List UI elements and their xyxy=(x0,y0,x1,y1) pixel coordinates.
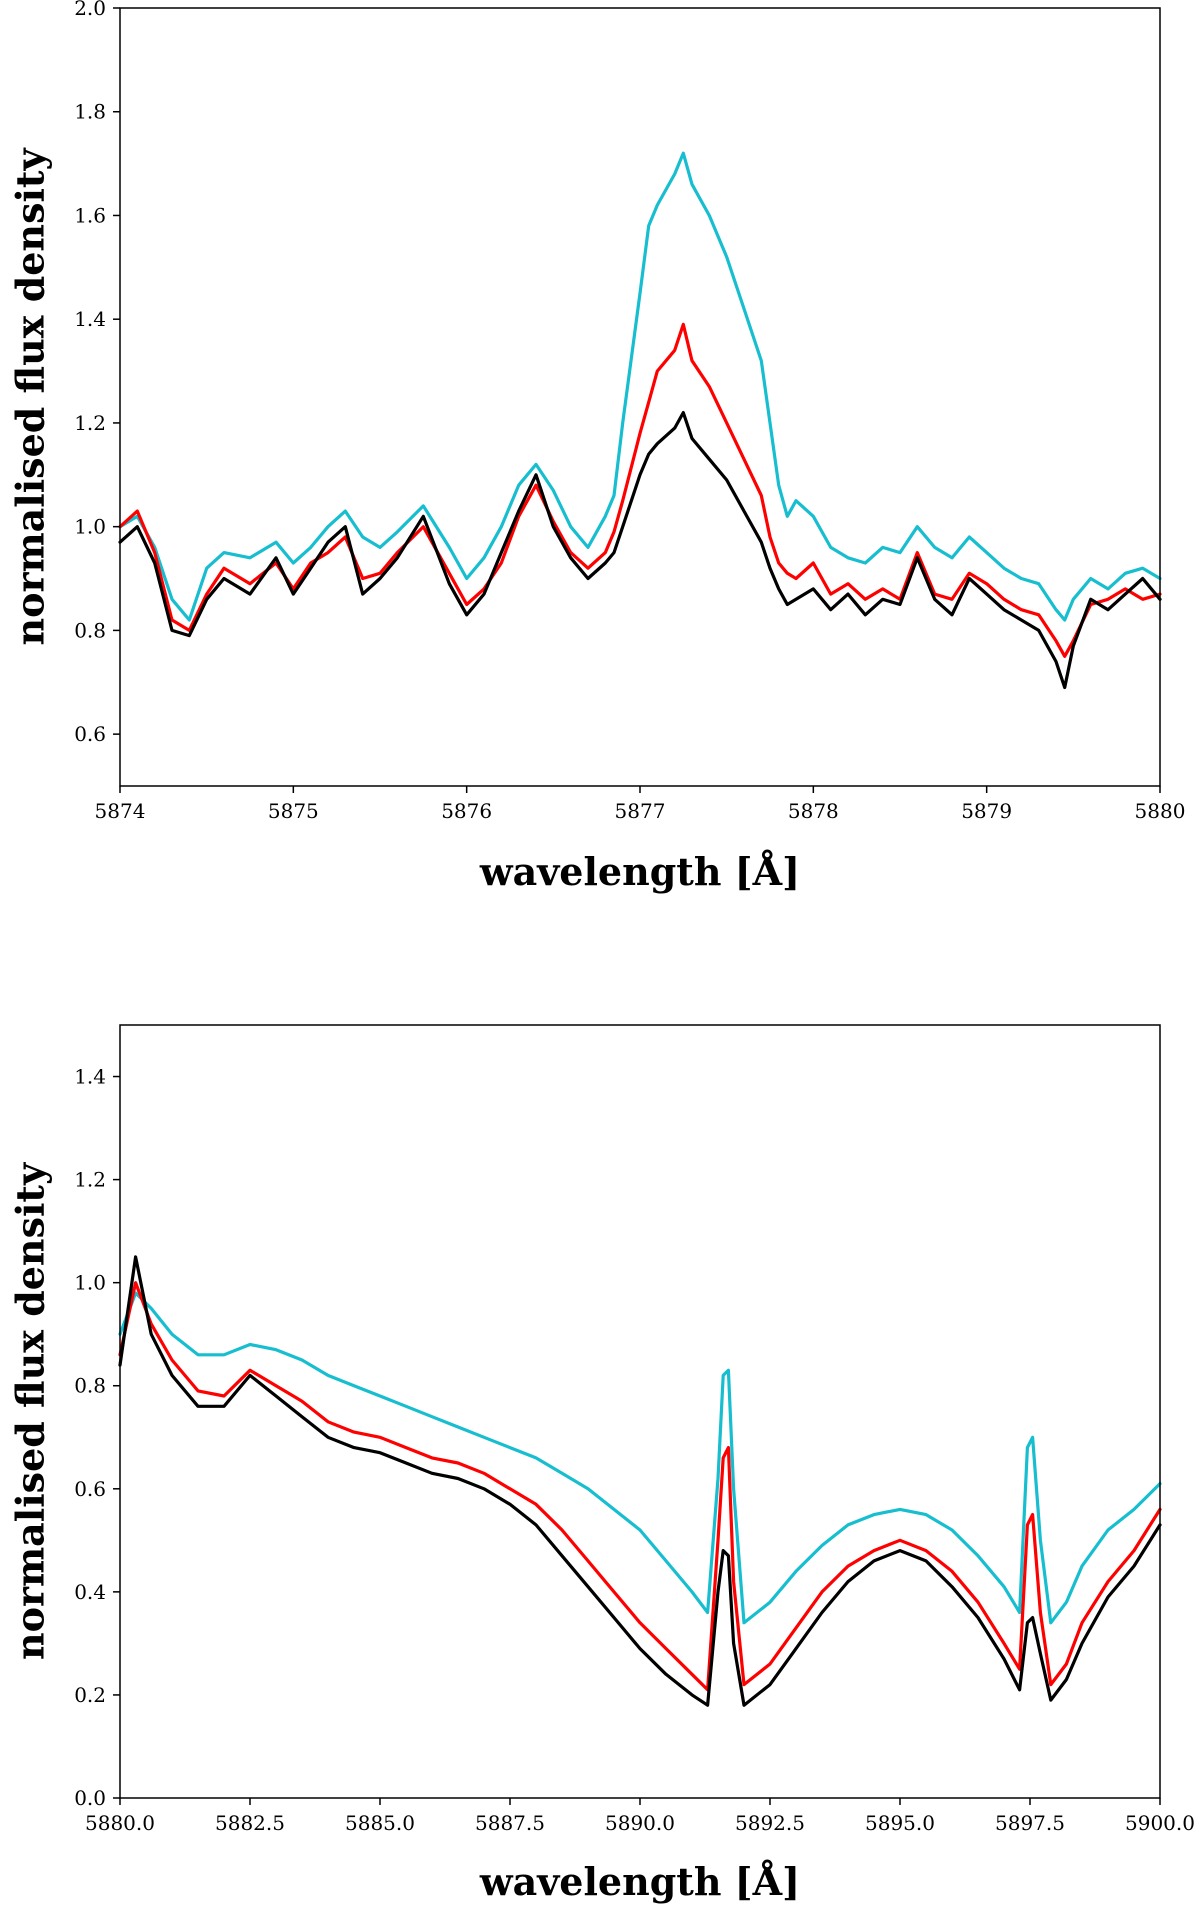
plot-frame xyxy=(119,7,1161,787)
y-tick-label: 0.0 xyxy=(74,1786,106,1810)
series-line-red xyxy=(118,322,1162,658)
y-tick-label: 0.6 xyxy=(74,722,106,746)
series-line-red xyxy=(118,1281,1162,1692)
x-tick-label: 5897.5 xyxy=(995,1811,1065,1835)
y-tick-label: 0.4 xyxy=(74,1580,106,1604)
x-tick-label: 5895.0 xyxy=(865,1811,935,1835)
x-tick-label: 5900.0 xyxy=(1125,1811,1195,1835)
x-tick-label: 5880 xyxy=(1135,799,1186,823)
y-tick-label: 1.8 xyxy=(74,100,106,124)
x-tick-label: 5878 xyxy=(788,799,839,823)
chart-panel-1: 5874 5875 5876 5877 5878 5879 5880 0.6 0.8 1.0 1.2… xyxy=(8,0,1186,894)
y-tick-label: 0.8 xyxy=(74,618,106,642)
series-line-cyan xyxy=(118,151,1162,622)
x-tick-label: 5882.5 xyxy=(215,1811,285,1835)
y-tick-label: 1.0 xyxy=(74,515,106,539)
series-line-black xyxy=(118,1255,1162,1707)
y-tick-label: 1.4 xyxy=(74,307,106,331)
y-tick-label: 1.4 xyxy=(74,1065,106,1089)
y-axis-title: normalised flux density xyxy=(8,1162,53,1660)
x-tick-label: 5875 xyxy=(268,799,319,823)
x-axis-title: wavelength [Å] xyxy=(479,849,800,894)
x-tick-label: 5890.0 xyxy=(605,1811,675,1835)
y-tick-label: 0.8 xyxy=(74,1374,106,1398)
x-axis-title: wavelength [Å] xyxy=(479,1859,800,1904)
y-tick-label: 1.2 xyxy=(74,411,106,435)
y-tick-label: 1.2 xyxy=(74,1168,106,1192)
x-tick-label: 5877 xyxy=(615,799,666,823)
x-tick-label: 5874 xyxy=(95,799,146,823)
plot-frame xyxy=(119,1024,1161,1799)
y-tick-label: 1.6 xyxy=(74,203,106,227)
x-tick-label: 5885.0 xyxy=(345,1811,415,1835)
series-line-black xyxy=(118,411,1162,690)
y-tick-label: 1.0 xyxy=(74,1271,106,1295)
x-tick-label: 5876 xyxy=(441,799,492,823)
series-line-cyan xyxy=(118,1291,1162,1625)
x-tick-label: 5892.5 xyxy=(735,1811,805,1835)
x-tick-label: 5880.0 xyxy=(85,1811,155,1835)
chart-panel-2: 5880.0 5882.5 5885.0 5887.5 5890.0 5892.5 5895… xyxy=(8,1024,1195,1904)
x-tick-label: 5887.5 xyxy=(475,1811,545,1835)
x-tick-label: 5879 xyxy=(961,799,1012,823)
y-axis-title: normalised flux density xyxy=(8,148,53,646)
y-tick-label: 2.0 xyxy=(74,0,106,20)
y-tick-label: 0.6 xyxy=(74,1477,106,1501)
y-tick-label: 0.2 xyxy=(74,1683,106,1707)
